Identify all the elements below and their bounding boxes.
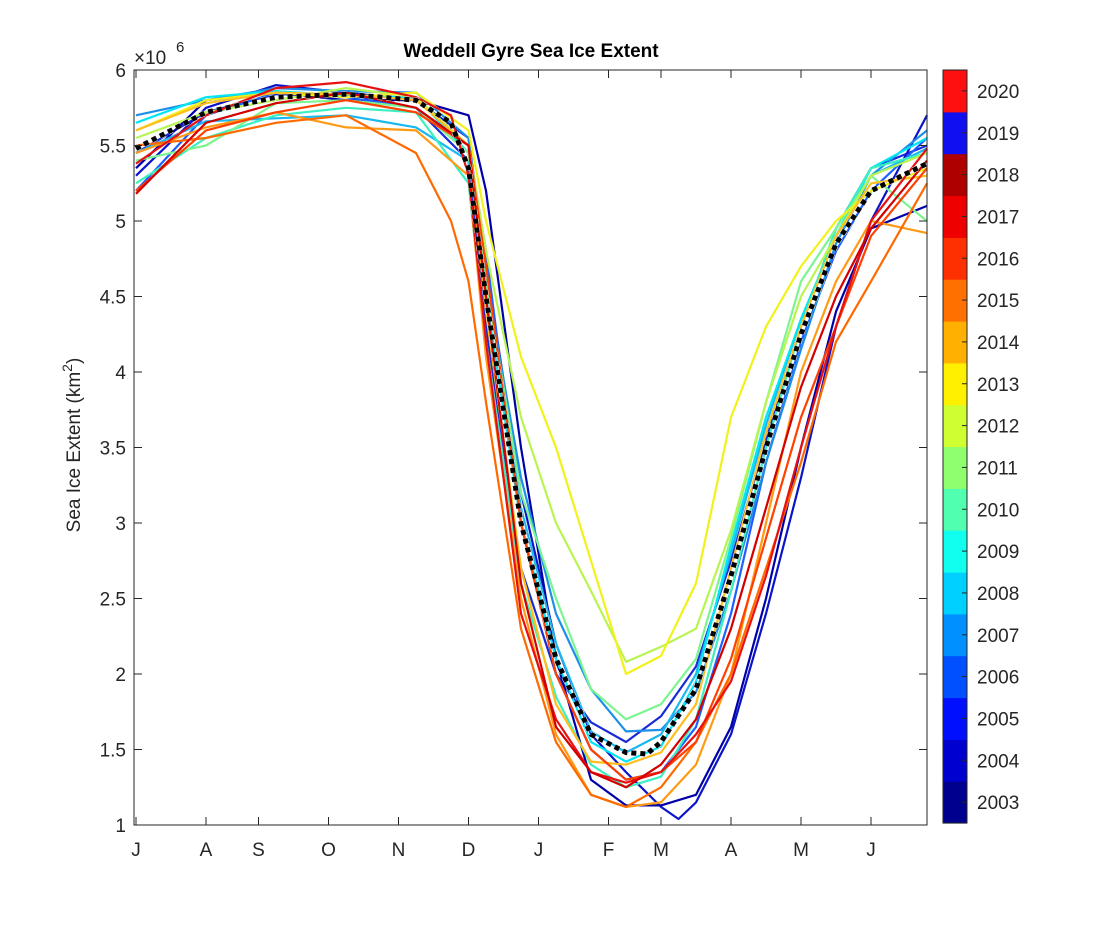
colorbar-label: 2007: [977, 626, 1019, 647]
y-tick-label: 5.5: [100, 137, 126, 158]
colorbar-label: 2014: [977, 333, 1020, 354]
x-tick-label: M: [793, 840, 809, 861]
x-tick-label: J: [534, 840, 544, 861]
colorbar-label: 2004: [977, 751, 1020, 772]
exponent-power: 6: [176, 39, 184, 56]
x-tick-label: J: [131, 840, 141, 861]
exponent-label: ×10 6: [134, 39, 184, 69]
y-tick-label: 2: [115, 665, 126, 686]
x-tick-label: M: [653, 840, 669, 861]
colorbar-label: 2012: [977, 417, 1019, 438]
exponent-base: ×10: [134, 48, 166, 69]
series-line-10: [135, 87, 928, 663]
x-tick-label: F: [603, 840, 615, 861]
series-line-11: [135, 91, 928, 676]
plot-lines: [134, 81, 929, 821]
series-line-16: [135, 81, 928, 784]
mean-line: [134, 91, 929, 757]
colorbar-label: 2006: [977, 668, 1019, 689]
colorbar-label: 2013: [977, 375, 1019, 396]
colorbar-label: 2017: [977, 207, 1019, 228]
colorbar-label: 2009: [977, 542, 1019, 563]
x-tick-label: D: [462, 840, 476, 861]
series-line-14: [135, 114, 928, 808]
axes: 1 1.5 2 2.5 3 3.5 4 4.5 5 5.5 6 J A S O N D J F M A M J: [100, 61, 928, 861]
y-tick-label: 4: [115, 363, 126, 384]
colorbar-label: 2003: [977, 793, 1019, 814]
y-tick-label: 1: [115, 816, 126, 837]
colorbar-label: 2005: [977, 709, 1019, 730]
y-tick-label: 1.5: [100, 741, 126, 762]
colorbar-label: 2008: [977, 584, 1019, 605]
colorbar-label: 2019: [977, 124, 1019, 145]
x-tick-label: S: [252, 840, 265, 861]
colorbar-label: 2020: [977, 82, 1019, 103]
x-tick-label: N: [392, 840, 406, 861]
y-tick-label: 3.5: [100, 439, 126, 460]
x-tick-label: A: [725, 840, 738, 861]
colorbar: 2003 2004 2005 2006 2007 2008 2009 2010 2011 2012…: [942, 69, 1020, 824]
x-tick-label: J: [866, 840, 876, 861]
colorbar-label: 2015: [977, 291, 1019, 312]
y-tick-label: 6: [115, 61, 126, 82]
y-tick-label: 5: [115, 212, 126, 233]
colorbar-label: 2010: [977, 500, 1019, 521]
colorbar-frame: [942, 69, 968, 824]
colorbar-label: 2011: [977, 458, 1018, 479]
y-tick-label: 2.5: [100, 590, 126, 611]
series-line-15: [135, 99, 928, 781]
series-line-2: [135, 84, 928, 821]
colorbar-label: 2016: [977, 249, 1019, 270]
y-tick-label: 4.5: [100, 288, 126, 309]
colorbar-label: 2018: [977, 166, 1019, 187]
series-line-13: [135, 111, 928, 808]
y-tick-label: 3: [115, 514, 126, 535]
x-tick-label: A: [200, 840, 213, 861]
x-tick-label: O: [321, 840, 336, 861]
chart-title: Weddell Gyre Sea Ice Extent: [403, 41, 659, 62]
y-axis-label: Sea Ice Extent (km2): [59, 358, 85, 533]
